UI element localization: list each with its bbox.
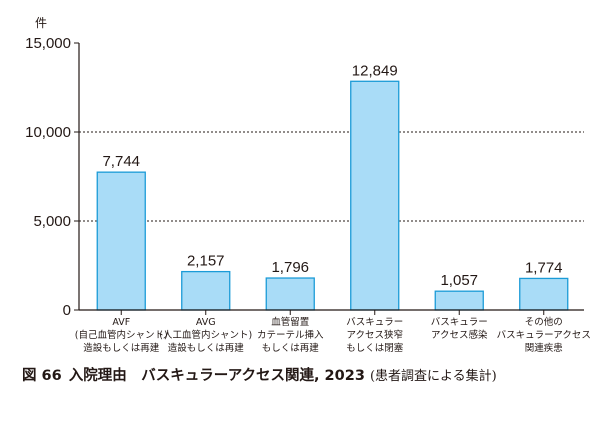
y-axis-ticks: 0 5,000 10,000 15,000 — [25, 35, 79, 319]
value-label-4: 12,849 — [352, 62, 398, 79]
y-tick-label-15000: 15,000 — [25, 35, 71, 52]
category-label-2-line-1: AVG — [196, 317, 216, 328]
value-labels: 7,744 2,157 1,796 12,849 1,057 1,774 — [102, 62, 562, 289]
value-label-3: 1,796 — [271, 259, 309, 276]
category-label-1-line-1: AVF — [112, 317, 130, 328]
category-label-2-line-3: 造設もしくは再建 — [168, 342, 245, 354]
category-label-1-line-3: 造設もしくは再建 — [83, 342, 160, 354]
figure-caption: 図 66 入院理由 バスキュラーアクセス関連, 2023 (患者調査による集計) — [22, 364, 602, 385]
y-axis-unit-label: 件 — [35, 16, 47, 30]
category-label-2-line-2: (人工血管内シャント) — [159, 329, 252, 341]
bar-1 — [96, 171, 146, 311]
category-label-1-line-2: (自己血管内シャント) — [75, 329, 168, 341]
value-label-5: 1,057 — [440, 272, 478, 289]
y-tick-label-0: 0 — [63, 302, 71, 319]
category-label-3-line-3: もしくは再建 — [262, 342, 320, 354]
bar-3 — [265, 277, 315, 311]
bars — [96, 80, 569, 315]
category-labels: AVF(自己血管内シャント)造設もしくは再建 AVG(人工血管内シャント)造設もし… — [75, 316, 591, 354]
y-tick-label-5000: 5,000 — [33, 213, 71, 230]
category-label-6-line-3: 関連疾患 — [525, 342, 563, 354]
figure-number: 図 66 — [22, 368, 62, 384]
category-label-4-line-3: もしくは閉塞 — [346, 342, 404, 354]
gridlines — [79, 131, 584, 222]
category-label-6-line-2: バスキュラーアクセス — [497, 330, 591, 341]
y-tick-label-10000: 10,000 — [25, 124, 71, 141]
bar-4 — [350, 80, 400, 311]
figure-note: (患者調査による集計) — [369, 369, 497, 384]
bar-chart: 7,744 2,157 1,796 12,849 1,057 1,774 0 5,000 10… — [25, 16, 591, 354]
value-label-2: 2,157 — [187, 253, 225, 270]
bar-6 — [519, 277, 569, 311]
category-label-5-line-2: アクセス感染 — [431, 329, 488, 341]
category-label-6-line-1: その他の — [525, 316, 563, 328]
value-label-6: 1,774 — [525, 259, 563, 276]
category-label-4-line-1: バスキュラー — [346, 317, 403, 328]
category-label-5-line-1: バスキュラー — [431, 317, 488, 328]
category-label-3-line-2: カテーテル挿入 — [257, 329, 324, 341]
category-label-4-line-2: アクセス狭窄 — [346, 329, 403, 341]
bar-5 — [434, 290, 484, 311]
figure-title: 入院理由 バスキュラーアクセス関連, 2023 — [68, 368, 365, 384]
category-label-3-line-1: 血管留置 — [271, 316, 309, 328]
bar-2 — [181, 270, 231, 311]
value-label-1: 7,744 — [102, 153, 140, 170]
